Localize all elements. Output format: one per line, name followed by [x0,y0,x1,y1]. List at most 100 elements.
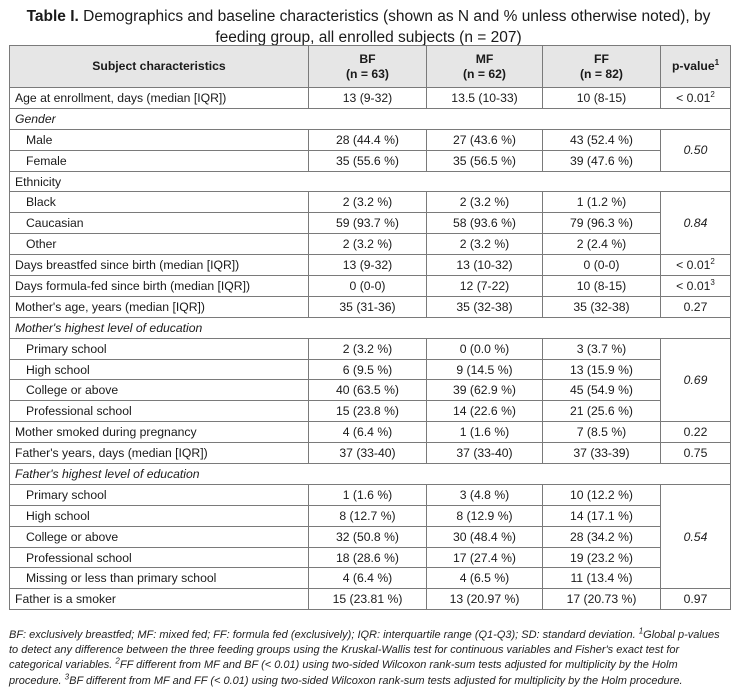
cell-bf: 40 (63.5 %) [308,379,427,402]
cell-ff: 3 (3.7 %) [542,337,661,360]
group-label: Ethnicity [9,170,731,193]
pvalue-text: < 0.01 [676,278,711,293]
header-row: Subject characteristics BF (n = 63) MF (n … [9,45,731,88]
header-mf: MF (n = 62) [426,45,543,88]
cell-bf: 37 (33-40) [308,442,427,465]
cell-bf: 2 (3.2 %) [308,191,427,214]
cell-ff: 21 (25.6 %) [542,400,661,423]
pvalue-text: < 0.01 [676,90,711,105]
row-label: High school [9,504,309,527]
table-row: Mother smoked during pregnancy 4 (6.4 %)… [9,421,731,444]
pvalue-sup: 3 [710,277,715,287]
table-row: Primary school 2 (3.2 %) 0 (0.0 %) 3 (3.… [9,337,731,423]
cell-mf: 8 (12.9 %) [426,504,543,527]
cell-mf: 17 (27.4 %) [426,546,543,569]
row-label: Days formula-fed since birth (median [IQ… [9,275,309,297]
cell-mf: 13 (10-32) [426,254,543,277]
row-label: Other [9,233,309,256]
cell-pvalue: 0.50 [660,128,731,172]
cell-pvalue: 0.97 [660,588,731,611]
header-ff-n: (n = 82) [579,66,623,81]
cell-bf: 2 (3.2 %) [308,337,427,360]
cell-bf: 4 (6.4 %) [308,421,427,444]
header-pvalue: p-value1 [660,45,731,88]
header-ff-label: FF [594,51,609,66]
cell-ff: 10 (8-15) [542,275,661,297]
row-label: Black [9,191,309,214]
table-row: Days formula-fed since birth (median [IQ… [9,275,731,297]
table-row: College or above 32 (50.8 %) 30 (48.4 %)… [9,525,731,548]
row-label: Father's years, days (median [IQR]) [9,442,309,465]
cell-ff: 39 (47.6 %) [542,149,661,172]
cell-ff: 14 (17.1 %) [542,504,661,527]
header-mf-label: MF [475,51,494,66]
cell-pvalue: 0.22 [660,421,731,444]
row-label: Primary school [9,483,309,506]
cell-ff: 10 (8-15) [542,87,661,109]
footnote-1-mark: 1 [638,626,644,636]
cell-mf: 37 (33-40) [426,442,543,465]
table-row: Father's years, days (median [IQR]) 37 (… [9,442,731,465]
cell-mf: 2 (3.2 %) [426,233,543,256]
cell-mf: 1 (1.6 %) [426,421,543,444]
table-row: Caucasian 59 (93.7 %) 58 (93.6 %) 79 (96… [9,212,731,235]
footnote-2-mark: 2 [115,656,120,666]
table-row: Father is a smoker 15 (23.81 %) 13 (20.9… [9,588,731,611]
cell-mf: 13.5 (10-33) [426,87,543,109]
cell-pvalue: 0.54 [660,483,731,590]
cell-bf: 13 (9-32) [308,254,427,277]
table-footnote: BF: exclusively breastfed; MF: mixed fed… [9,626,730,689]
cell-mf: 3 (4.8 %) [426,483,543,506]
footnote-1: Global p-values to detect any difference… [9,629,720,672]
table-row: College or above 40 (63.5 %) 39 (62.9 %)… [9,379,731,402]
cell-bf: 15 (23.81 %) [308,588,427,611]
row-label: Professional school [9,546,309,569]
header-bf-label: BF [359,51,376,66]
table-label: Table I. [26,8,79,25]
pvalue-sup: 2 [710,257,715,266]
header-ff: FF (n = 82) [542,45,661,88]
row-label: Mother's age, years (median [IQR]) [9,295,309,318]
row-label: Caucasian [9,212,309,235]
pvalue-text: < 0.01 [676,258,711,273]
header-subject: Subject characteristics [9,45,309,88]
cell-bf: 28 (44.4 %) [308,128,427,151]
table-caption-text: Demographics and baseline characteristic… [83,8,711,46]
table-row: Male 28 (44.4 %) 27 (43.6 %) 43 (52.4 %)… [9,128,731,172]
table-row: Gender [9,107,731,130]
cell-bf: 4 (6.4 %) [308,567,427,590]
header-bf: BF (n = 63) [308,45,427,88]
row-label: Father is a smoker [9,588,309,611]
table-row: Professional school 18 (28.6 %) 17 (27.4… [9,546,731,569]
footnote-3: BF different from MF and FF (< 0.01) usi… [69,674,683,687]
pvalue-sup: 2 [710,89,715,99]
cell-ff: 19 (23.2 %) [542,546,661,569]
cell-pvalue: 0.69 [660,337,731,423]
cell-ff: 13 (15.9 %) [542,358,661,381]
cell-bf: 2 (3.2 %) [308,233,427,256]
table-row: Black 2 (3.2 %) 2 (3.2 %) 1 (1.2 %) 0.84 [9,191,731,256]
cell-mf: 2 (3.2 %) [426,191,543,214]
row-label: Missing or less than primary school [9,567,309,590]
cell-pvalue: < 0.012 [660,87,731,109]
cell-mf: 13 (20.97 %) [426,588,543,611]
cell-pvalue: 0.84 [660,191,731,256]
cell-mf: 30 (48.4 %) [426,525,543,548]
table-caption: Table I. Demographics and baseline chara… [0,0,737,46]
cell-ff: 17 (20.73 %) [542,588,661,611]
row-label: High school [9,358,309,381]
cell-ff: 0 (0-0) [542,254,661,277]
cell-bf: 59 (93.7 %) [308,212,427,235]
group-label: Mother's highest level of education [9,316,731,339]
table-row: Mother's highest level of education [9,316,731,339]
group-label: Gender [9,107,731,130]
row-label: Female [9,149,309,172]
table-row: Mother's age, years (median [IQR]) 35 (3… [9,295,731,318]
row-label: College or above [9,379,309,402]
cell-bf: 35 (55.6 %) [308,149,427,172]
footnote-2: FF different from MF and BF (< 0.01) usi… [9,659,678,687]
cell-pvalue: 0.27 [660,295,731,318]
table-row: Female 35 (55.6 %) 35 (56.5 %) 39 (47.6 … [9,149,731,172]
cell-bf: 18 (28.6 %) [308,546,427,569]
